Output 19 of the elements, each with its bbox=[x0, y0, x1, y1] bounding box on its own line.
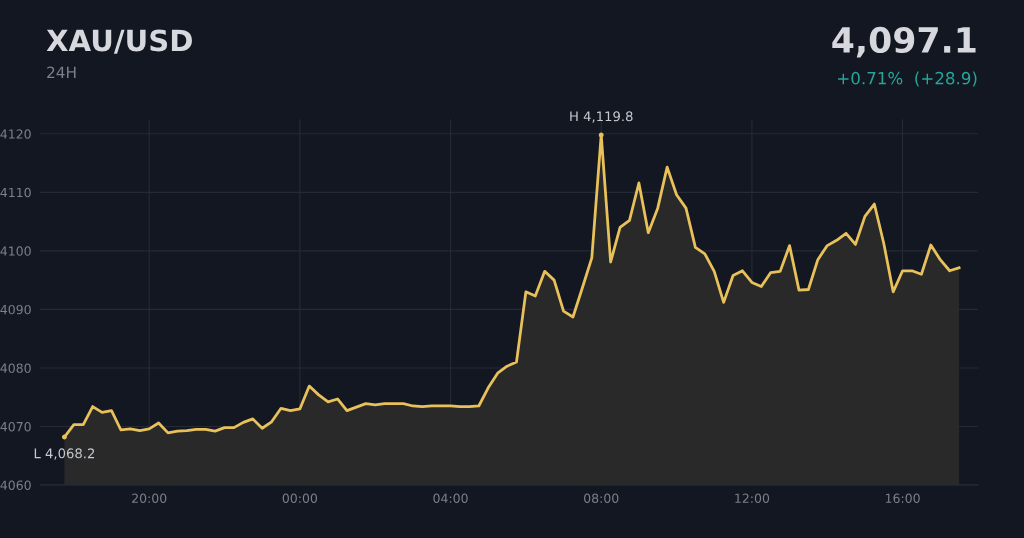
x-tick-label: 16:00 bbox=[885, 493, 920, 504]
x-tick-label: 00:00 bbox=[282, 493, 318, 504]
y-tick-label: 4110 bbox=[0, 187, 31, 198]
chart-subtitle: 24H bbox=[47, 66, 76, 78]
x-tick-label: 08:00 bbox=[584, 493, 619, 504]
y-tick-label: 4090 bbox=[0, 304, 31, 315]
text: +0.71% (+28.9) bbox=[838, 71, 977, 87]
x-tick-label: 12:00 bbox=[735, 493, 770, 504]
y-tick-label: 4120 bbox=[0, 129, 31, 139]
chart-title: XAU/USD bbox=[46, 29, 192, 54]
x-tick-label: 20:00 bbox=[132, 493, 167, 504]
annotation: H 4,119.8 bbox=[570, 111, 633, 123]
annotation: L 4,068.2 bbox=[34, 448, 95, 460]
y-tick-label: 4070 bbox=[0, 421, 31, 432]
y-tick-label: 4060 bbox=[0, 480, 31, 490]
x-tick-label: 04:00 bbox=[433, 493, 468, 504]
text: 4,097.1 bbox=[832, 26, 976, 58]
y-tick-label: 4080 bbox=[0, 363, 31, 373]
y-tick-label: 4100 bbox=[0, 246, 31, 256]
